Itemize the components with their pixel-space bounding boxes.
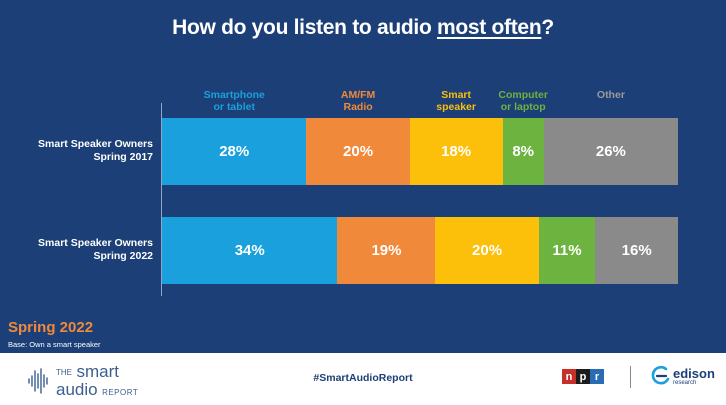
brand-report: REPORT (102, 388, 139, 397)
edison-name: edison (673, 365, 715, 381)
npr-letter: p (576, 369, 590, 384)
logo-divider (630, 366, 631, 388)
title-end: ? (541, 16, 554, 39)
legend-entry: Smart speaker (436, 89, 476, 113)
slide-background: How do you listen to audio most often? S… (0, 0, 726, 353)
stacked-bar: 28% 20% 18% 8% 26% (162, 118, 678, 185)
edison-sub: research (673, 379, 697, 386)
chart-title: How do you listen to audio most often? (0, 16, 726, 40)
soundwave-icon (28, 368, 48, 394)
smart-audio-report-logo: THE smart audio REPORT (28, 363, 138, 399)
legend-entry: Computer or laptop (498, 89, 548, 113)
bar-segment: 19% (337, 217, 436, 284)
bar-segment: 11% (538, 217, 596, 284)
bar-segment: 8% (502, 118, 544, 185)
brand-audio: audio (56, 380, 98, 399)
bar-segment: 34% (162, 217, 338, 284)
legend-entry: Other (596, 89, 625, 101)
category-label: Smart Speaker Owners Spring 2022 (38, 237, 153, 262)
category-axis-line (161, 103, 162, 296)
brand-the: THE (56, 367, 72, 377)
season-label: Spring 2022 (8, 319, 94, 336)
bar-segment: 16% (595, 217, 678, 284)
edison-swirl-icon (651, 365, 670, 385)
category-label: Smart Speaker Owners Spring 2017 (38, 138, 153, 163)
bar-segment: 28% (162, 118, 307, 185)
hashtag: #SmartAudioReport (313, 372, 413, 384)
base-note: Base: Own a smart speaker (8, 340, 101, 349)
stacked-bar: 34% 19% 20% 11% 16% (162, 217, 678, 284)
edison-research-logo: edison research (651, 365, 715, 387)
legend-entry: AM/FM Radio (340, 89, 376, 113)
npr-letter: r (590, 369, 604, 384)
title-main: How do you listen to audio (172, 16, 438, 39)
npr-letter: n (562, 369, 576, 384)
legend-entry: Smartphone or tablet (203, 89, 265, 113)
bar-segment: 18% (409, 118, 503, 185)
footer: THE smart audio REPORT #SmartAudioReport… (0, 353, 726, 405)
brand-smart: smart (76, 362, 119, 381)
title-emphasis: most often (437, 16, 542, 39)
bar-segment: 20% (306, 118, 410, 185)
bar-segment: 26% (543, 118, 678, 185)
bar-segment: 20% (435, 217, 539, 284)
